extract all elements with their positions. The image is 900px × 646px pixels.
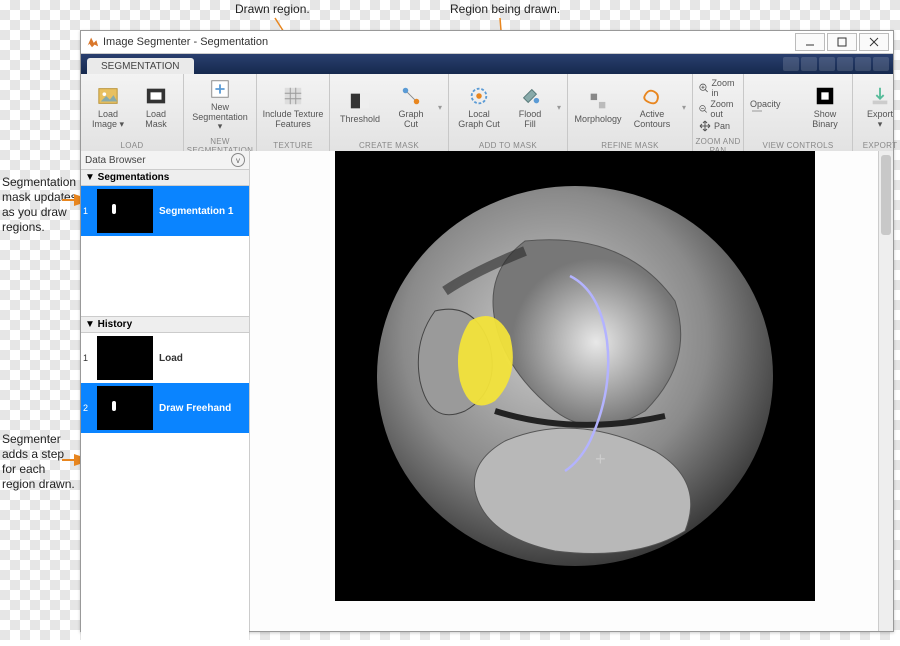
qat-item[interactable] <box>801 57 817 71</box>
load-image-button[interactable]: Load Image ▾ <box>85 78 131 136</box>
dropdown-icon[interactable]: ▾ <box>555 103 563 112</box>
matlab-icon <box>85 35 99 49</box>
data-browser: Data Browser v ▼ Segmentations 1 Segment… <box>81 151 250 631</box>
annotation-drawn-region: Drawn region. <box>235 2 310 17</box>
threshold-button[interactable]: Threshold <box>334 78 386 136</box>
window-title: Image Segmenter - Segmentation <box>103 36 268 48</box>
ribbon-group-newseg: New Segmentation ▾ NEW SEGMENTATION <box>184 74 257 152</box>
pan-button[interactable]: Pan <box>699 120 737 132</box>
mask-icon <box>145 85 167 107</box>
panel-title[interactable]: ▼ Segmentations <box>81 170 249 186</box>
maximize-button[interactable] <box>827 33 857 51</box>
show-binary-button[interactable]: Show Binary <box>802 78 848 136</box>
segmentation-label: Segmentation 1 <box>159 206 233 217</box>
vertical-scrollbar[interactable] <box>878 151 893 631</box>
panel-history: ▼ History 1 Load 2 Draw Freehand <box>81 317 249 631</box>
texture-icon <box>282 85 304 107</box>
cursor-crosshair: + <box>595 451 606 471</box>
history-label: Load <box>159 353 183 364</box>
dropdown-icon[interactable]: ▾ <box>680 103 688 112</box>
close-button[interactable] <box>859 33 889 51</box>
export-button[interactable]: Export ▾ <box>857 78 900 136</box>
zoomin-icon <box>699 82 708 94</box>
ribbon-group-refine: Morphology Active Contours ▾ REFINE MASK <box>568 74 693 152</box>
qat-item[interactable] <box>837 57 853 71</box>
zoomout-icon <box>699 103 707 115</box>
history-thumbnail <box>97 336 153 380</box>
ribbon-group-load: Load Image ▾ Load Mask LOAD <box>81 74 184 152</box>
ribbon-group-zoompan: Zoom in Zoom out Pan ZOOM AND PAN <box>693 74 744 152</box>
graph-cut-button[interactable]: Graph Cut <box>388 78 434 136</box>
annotation-segmenter-step: Segmenter adds a step for each region dr… <box>2 432 78 492</box>
titlebar: Image Segmenter - Segmentation <box>81 31 893 54</box>
segmentation-row[interactable]: 1 Segmentation 1 <box>81 186 249 236</box>
ribbon: Load Image ▾ Load Mask LOAD New Segmenta… <box>81 74 893 153</box>
app-window: Image Segmenter - Segmentation SEGMENTAT… <box>80 30 894 632</box>
mri-image <box>375 181 775 571</box>
morphology-icon <box>587 90 609 112</box>
opacity-slider[interactable] <box>750 110 798 116</box>
quick-access-toolbar <box>783 57 889 71</box>
minimize-button[interactable] <box>795 33 825 51</box>
history-thumbnail <box>97 386 153 430</box>
annotation-mask-updates: Segmentation mask updates as you draw re… <box>2 175 78 235</box>
qat-item[interactable] <box>783 57 799 71</box>
data-browser-title: Data Browser <box>85 155 146 166</box>
history-row[interactable]: 1 Load <box>81 333 249 383</box>
qat-item[interactable] <box>819 57 835 71</box>
zoom-in-button[interactable]: Zoom in <box>699 78 737 98</box>
pan-icon <box>699 120 711 132</box>
history-row[interactable]: 2 Draw Freehand <box>81 383 249 433</box>
graphcut-icon <box>400 85 422 107</box>
annotation-region-being-drawn: Region being drawn. <box>450 2 560 17</box>
ribbon-group-addtomask: Local Graph Cut Flood Fill ▾ ADD TO MASK <box>449 74 568 152</box>
dropdown-icon[interactable]: ▾ <box>436 103 444 112</box>
export-icon <box>869 85 891 107</box>
threshold-icon <box>349 90 371 112</box>
tabstrip: SEGMENTATION <box>81 54 893 74</box>
segmentation-thumbnail <box>97 189 153 233</box>
floodfill-icon <box>519 85 541 107</box>
ribbon-group-createmask: Threshold Graph Cut ▾ CREATE MASK <box>330 74 449 152</box>
panel-title[interactable]: ▼ History <box>81 317 249 333</box>
new-icon <box>209 78 231 100</box>
local-graph-cut-button[interactable]: Local Graph Cut <box>453 78 505 136</box>
image-canvas[interactable]: + <box>335 151 815 601</box>
morphology-button[interactable]: Morphology <box>572 78 624 136</box>
new-segmentation-button[interactable]: New Segmentation ▾ <box>188 76 252 134</box>
binary-icon <box>814 85 836 107</box>
tab-segmentation[interactable]: SEGMENTATION <box>87 58 194 74</box>
load-mask-button[interactable]: Load Mask <box>133 78 179 136</box>
ribbon-group-viewcontrols: Opacity Show Binary VIEW CONTROLS <box>744 74 853 152</box>
ribbon-group-texture: Include Texture Features TEXTURE <box>257 74 330 152</box>
collapse-icon[interactable]: v <box>231 153 245 167</box>
history-label: Draw Freehand <box>159 403 231 414</box>
active-contours-button[interactable]: Active Contours <box>626 78 678 136</box>
image-icon <box>97 85 119 107</box>
canvas-area: + <box>250 151 893 631</box>
qat-item[interactable] <box>855 57 871 71</box>
contours-icon <box>641 85 663 107</box>
ribbon-group-export: Export ▾ EXPORT <box>853 74 900 152</box>
localgc-icon <box>468 85 490 107</box>
zoom-out-button[interactable]: Zoom out <box>699 99 737 119</box>
include-texture-button[interactable]: Include Texture Features <box>261 78 325 136</box>
flood-fill-button[interactable]: Flood Fill <box>507 78 553 136</box>
qat-item[interactable] <box>873 57 889 71</box>
panel-segmentations: ▼ Segmentations 1 Segmentation 1 <box>81 170 249 317</box>
